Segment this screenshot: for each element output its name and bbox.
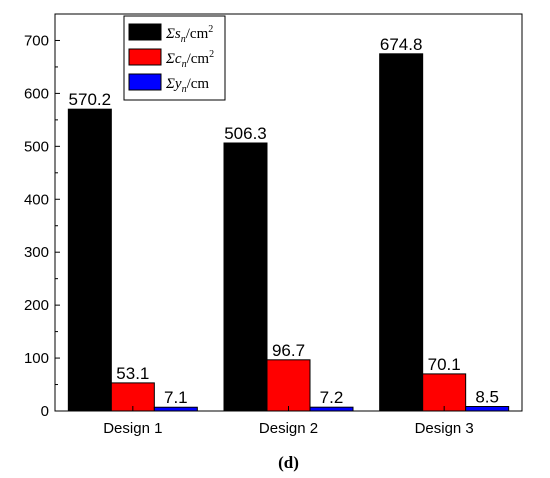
legend-label: Σyn/cm bbox=[165, 76, 209, 95]
legend-swatch bbox=[128, 73, 162, 91]
bar-3-1 bbox=[153, 406, 198, 412]
y-tick-label: 0 bbox=[41, 403, 49, 420]
bar-3-3 bbox=[465, 406, 510, 412]
bars: 570.2 53.1 7.1 506.3 96.7 7.2 674.8 70.1 8.5 bbox=[67, 35, 510, 412]
x-tick-label: Design 1 bbox=[103, 420, 162, 437]
legend-swatch bbox=[128, 48, 162, 66]
bar-3-2 bbox=[309, 406, 354, 412]
legend-swatch bbox=[128, 23, 162, 41]
y-tick-label: 500 bbox=[24, 138, 49, 155]
bar-2-3 bbox=[422, 373, 467, 412]
data-label: 8.5 bbox=[475, 388, 499, 407]
data-label: 506.3 bbox=[224, 124, 267, 143]
legend: Σsn/cm2 Σcn/cm2 Σyn/cm bbox=[123, 15, 226, 101]
y-tick-label: 700 bbox=[24, 32, 49, 49]
data-label: 674.8 bbox=[380, 35, 423, 54]
bar-1-3 bbox=[379, 53, 424, 412]
figure-caption: (d) bbox=[278, 453, 299, 472]
y-axis: 0 100 200 300 400 500 600 700 bbox=[24, 32, 60, 420]
bar-2-2 bbox=[266, 359, 311, 412]
legend-label: Σsn/cm2 bbox=[165, 24, 213, 45]
data-label: 7.1 bbox=[164, 388, 188, 407]
x-axis: Design 1 Design 2 Design 3 bbox=[103, 406, 474, 437]
bar-1-1 bbox=[67, 108, 112, 412]
legend-label: Σcn/cm2 bbox=[165, 49, 214, 70]
data-label: 70.1 bbox=[428, 355, 461, 374]
y-tick-label: 300 bbox=[24, 244, 49, 261]
y-tick-label: 600 bbox=[24, 85, 49, 102]
data-label: 53.1 bbox=[116, 364, 149, 383]
y-tick-label: 100 bbox=[24, 350, 49, 367]
data-label: 96.7 bbox=[272, 341, 305, 360]
y-tick-label: 400 bbox=[24, 191, 49, 208]
y-tick-label: 200 bbox=[24, 297, 49, 314]
x-tick-label: Design 2 bbox=[259, 420, 318, 437]
data-label: 570.2 bbox=[69, 90, 112, 109]
data-label: 7.2 bbox=[320, 388, 344, 407]
bar-1-2 bbox=[223, 142, 268, 412]
x-tick-label: Design 3 bbox=[415, 420, 474, 437]
